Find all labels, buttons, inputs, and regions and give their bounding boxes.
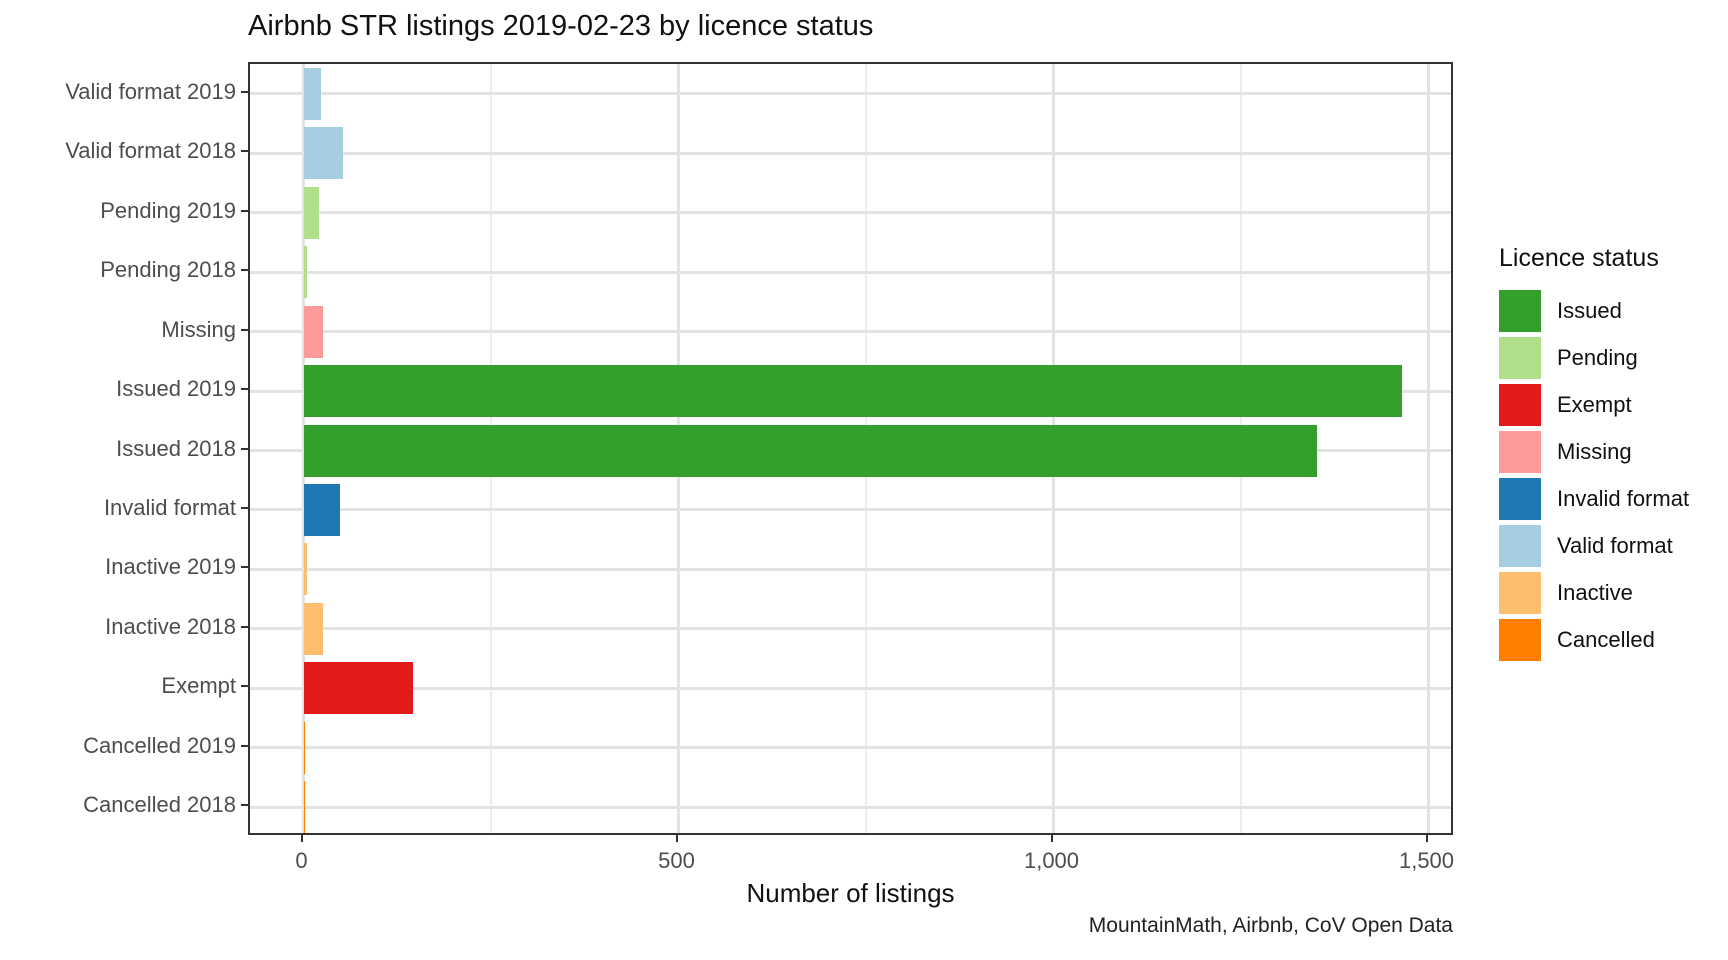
x-tick-label: 500 (658, 848, 695, 873)
y-tick-label: Invalid format (103, 494, 236, 520)
legend-swatch (1499, 478, 1541, 520)
bar (303, 424, 1317, 477)
legend-entry: Valid format (1499, 525, 1689, 567)
bar (303, 721, 305, 774)
y-tick-mark (241, 804, 248, 807)
legend-title: Licence status (1499, 244, 1659, 272)
chart-title: Airbnb STR listings 2019-02-23 by licenc… (248, 10, 874, 42)
legend-label: Pending (1557, 345, 1638, 370)
y-tick-label: Pending 2018 (100, 257, 236, 283)
x-tick-mark (1425, 835, 1428, 842)
major-gridline (250, 805, 1451, 809)
legend-label: Cancelled (1557, 627, 1655, 652)
bar (303, 305, 323, 358)
y-tick-mark (241, 209, 248, 212)
x-tick-label: 0 (295, 848, 308, 873)
major-gridline (250, 270, 1451, 274)
major-gridline (250, 508, 1451, 512)
y-tick-mark (241, 744, 248, 747)
bar (303, 186, 320, 239)
legend-entries: Issued Pending Exempt Missing Invalid format… (1499, 290, 1689, 661)
legend-entry: Missing (1499, 431, 1689, 473)
legend-entry: Pending (1499, 337, 1689, 379)
legend-entry: Issued (1499, 290, 1689, 332)
x-tick-mark (1050, 835, 1053, 842)
y-tick-mark (241, 566, 248, 569)
y-tick-mark (241, 269, 248, 272)
y-tick-mark (241, 90, 248, 93)
y-tick-mark (241, 506, 248, 509)
y-tick-label: Issued 2019 (116, 376, 236, 402)
y-tick-mark (241, 328, 248, 331)
plot-panel (248, 62, 1453, 835)
y-tick-mark (241, 625, 248, 628)
y-tick-label: Issued 2018 (116, 435, 236, 461)
major-gridline (1427, 64, 1430, 833)
major-gridline (250, 151, 1451, 155)
legend-swatch (1499, 572, 1541, 614)
y-tick-label: Inactive 2018 (105, 613, 236, 639)
y-tick-label: Valid format 2018 (65, 138, 236, 164)
y-tick-label: Inactive 2019 (105, 554, 236, 580)
y-tick-label: Cancelled 2019 (83, 732, 236, 758)
bar (303, 127, 343, 180)
legend-entry: Inactive (1499, 572, 1689, 614)
x-tick-label: 1,500 (1398, 848, 1455, 873)
legend-label: Inactive (1557, 580, 1633, 605)
legend-entry: Invalid format (1499, 478, 1689, 520)
legend-entry: Exempt (1499, 384, 1689, 426)
major-gridline (250, 330, 1451, 334)
legend-swatch (1499, 337, 1541, 379)
legend-swatch (1499, 384, 1541, 426)
bar (303, 246, 308, 299)
bar (303, 662, 413, 715)
y-tick-label: Valid format 2019 (65, 78, 236, 104)
legend-label: Invalid format (1557, 486, 1690, 511)
legend-swatch (1499, 525, 1541, 567)
x-axis-title: Number of listings (746, 878, 955, 908)
bar (303, 543, 308, 596)
caption: MountainMath, Airbnb, CoV Open Data (1088, 914, 1453, 937)
y-tick-mark (241, 150, 248, 153)
y-tick-label: Missing (161, 316, 236, 342)
major-gridline (250, 211, 1451, 215)
legend-label: Valid format (1557, 533, 1673, 558)
major-gridline (250, 627, 1451, 631)
legend: Licence status Issued Pending Exempt Missin… (1499, 244, 1689, 666)
y-tick-label: Exempt (161, 673, 236, 699)
legend-label: Exempt (1557, 392, 1632, 417)
bar (303, 602, 323, 655)
bar (303, 781, 305, 834)
legend-label: Issued (1557, 298, 1622, 323)
y-tick-label: Pending 2019 (100, 197, 236, 223)
y-tick-mark (241, 388, 248, 391)
major-gridline (250, 746, 1451, 750)
legend-entry: Cancelled (1499, 619, 1689, 661)
y-tick-mark (241, 685, 248, 688)
bar (303, 67, 321, 120)
x-tick-mark (675, 835, 678, 842)
legend-swatch (1499, 619, 1541, 661)
bar (303, 483, 340, 536)
legend-swatch (1499, 290, 1541, 332)
x-tick-mark (300, 835, 303, 842)
y-tick-mark (241, 447, 248, 450)
major-gridline (250, 92, 1451, 96)
bar (303, 365, 1402, 418)
x-tick-label: 1,000 (1023, 848, 1080, 873)
y-tick-label: Cancelled 2018 (83, 792, 236, 818)
legend-label: Missing (1557, 439, 1632, 464)
legend-swatch (1499, 431, 1541, 473)
major-gridline (250, 567, 1451, 571)
major-gridline (250, 686, 1451, 690)
